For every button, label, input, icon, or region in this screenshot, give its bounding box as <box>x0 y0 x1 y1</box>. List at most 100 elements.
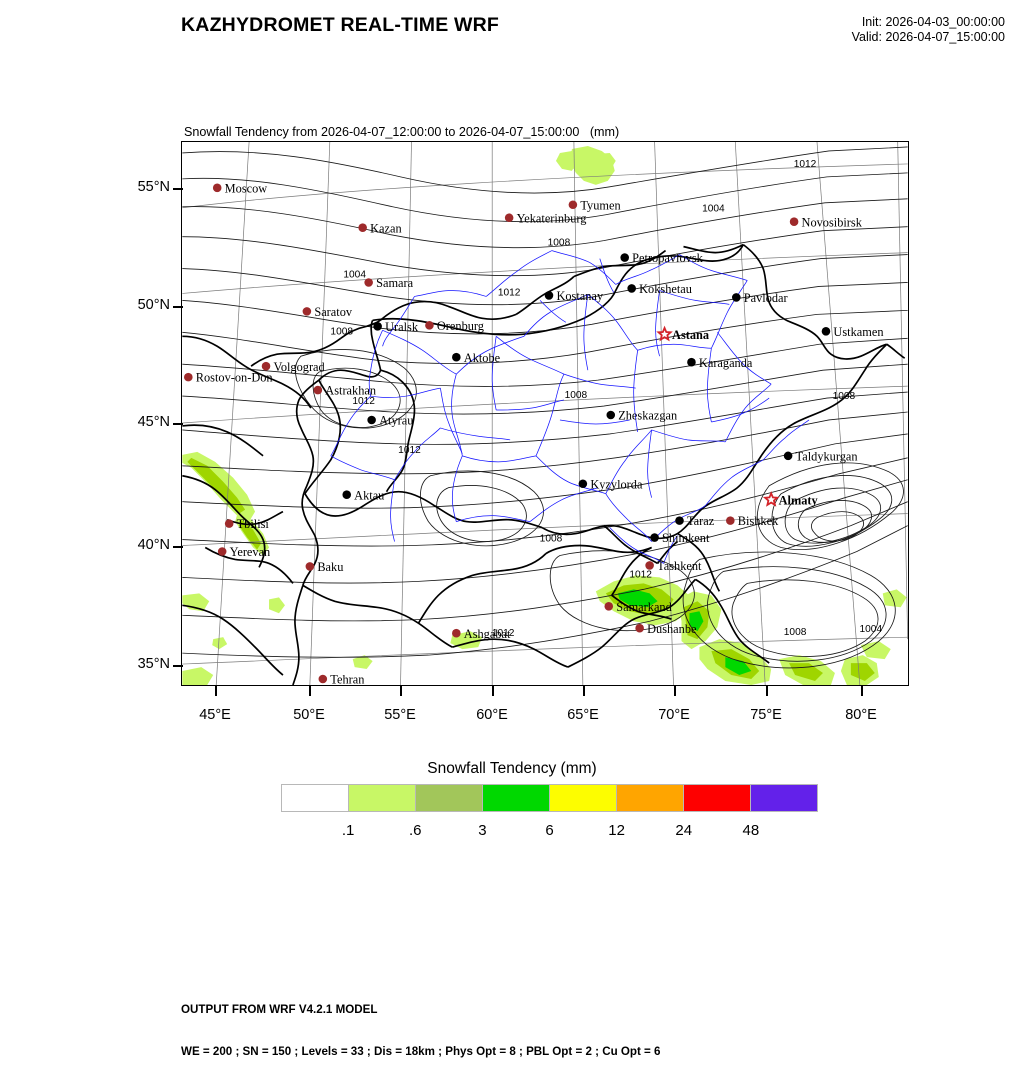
lon-tick-label: 55°E <box>384 707 416 723</box>
city-label: Taraz <box>687 514 715 528</box>
city-label: Novosibirsk <box>802 215 863 229</box>
city-marker-baku[interactable]: Baku <box>305 560 344 574</box>
city-label: Astrakhan <box>325 384 376 398</box>
lon-tick-mark <box>766 686 768 696</box>
city-label: Karaganda <box>699 356 753 370</box>
colorbar[interactable] <box>281 784 818 812</box>
city-marker-samara[interactable]: Samara <box>364 276 414 290</box>
colorbar-segment[interactable] <box>750 785 817 811</box>
city-label: Zheskazgan <box>618 409 677 423</box>
city-layer: Moscow Kazan Samara Saratov Rostov-on-DonVol… <box>184 181 884 685</box>
city-label: Astana <box>672 328 709 342</box>
city-dot-icon <box>687 357 696 367</box>
city-marker-ashgabat[interactable]: Ashgabat <box>452 627 511 641</box>
city-marker-saratov[interactable]: Saratov <box>302 305 353 319</box>
city-marker-kostanay[interactable]: Kostanay <box>544 289 604 303</box>
map-plot-area[interactable]: Moscow Kazan Samara Saratov Rostov-on-Don Vol… <box>181 141 909 686</box>
city-dot-icon <box>305 562 315 571</box>
colorbar-segment[interactable] <box>415 785 482 811</box>
graticule-layer <box>182 142 908 685</box>
city-dot-icon <box>568 200 578 210</box>
city-marker-dushanbe[interactable]: Dushanbe <box>635 622 697 636</box>
city-marker-almaty[interactable]: Almaty <box>762 490 819 507</box>
city-marker-petropavlovsk[interactable]: Petropavlovsk <box>620 251 704 265</box>
isobar-value-label: 1004 <box>860 624 883 635</box>
city-label: Aktau <box>354 488 384 502</box>
city-label: Ustkamen <box>833 325 883 339</box>
city-marker-aktobe[interactable]: Aktobe <box>452 351 501 365</box>
city-marker-ustkamen[interactable]: Ustkamen <box>821 325 884 339</box>
lon-tick-mark <box>861 686 863 696</box>
colorbar-segment[interactable] <box>482 785 549 811</box>
city-marker-atyrau[interactable]: Atyrau <box>367 414 413 428</box>
city-label: Tbilisi <box>237 517 270 531</box>
city-marker-astana[interactable]: Astana <box>656 325 709 342</box>
city-marker-karaganda[interactable]: Karaganda <box>687 356 753 370</box>
city-marker-shimkent[interactable]: Shimkent <box>650 531 710 545</box>
colorbar-segment[interactable] <box>348 785 415 811</box>
city-dot-icon <box>358 223 367 232</box>
colorbar-segment[interactable] <box>549 785 616 811</box>
lat-tick-label: 35°N <box>137 656 170 672</box>
capital-star-icon <box>762 490 780 507</box>
city-marker-tyumen[interactable]: Tyumen <box>568 198 621 212</box>
city-dot-icon <box>452 628 461 638</box>
lon-tick-label: 75°E <box>750 707 782 723</box>
city-marker-volgograd[interactable]: Volgograd <box>261 360 326 374</box>
city-label: Saratov <box>314 305 353 319</box>
city-label: Atyrau <box>379 414 413 428</box>
city-marker-orenburg[interactable]: Orenburg <box>425 319 484 333</box>
city-marker-tashkent[interactable]: Tashkent <box>645 559 702 573</box>
city-marker-astrakhan[interactable]: Astrakhan <box>313 384 376 398</box>
city-marker-tehran[interactable]: Tehran <box>318 673 365 685</box>
city-marker-moscow[interactable]: Moscow <box>212 181 268 195</box>
city-marker-taraz[interactable]: Taraz <box>675 514 715 528</box>
lon-tick-label: 60°E <box>476 707 508 723</box>
city-dot-icon <box>821 327 831 336</box>
colorbar-tick-labels: .1 .6 3 6 12 24 48 <box>281 822 818 846</box>
city-marker-rostov-on-don[interactable]: Rostov-on-Don <box>184 371 273 385</box>
city-marker-kyzylorda[interactable]: Kyzylorda <box>578 477 643 491</box>
colorbar-segment[interactable] <box>282 785 348 811</box>
city-marker-kazan[interactable]: Kazan <box>358 221 402 235</box>
map-canvas: Moscow Kazan Samara Saratov Rostov-on-DonVol… <box>182 142 908 685</box>
model-footer: OUTPUT FROM WRF V4.2.1 MODEL WE = 200 ; … <box>181 975 661 1073</box>
city-label: Bishkek <box>738 514 779 528</box>
city-label: Rostov-on-Don <box>196 371 273 385</box>
colorbar-tick-label: 24 <box>675 822 693 839</box>
colorbar-segment[interactable] <box>616 785 683 811</box>
lon-tick-label: 65°E <box>567 707 599 723</box>
city-marker-kokshetau[interactable]: Kokshetau <box>627 282 692 296</box>
colorbar-segment[interactable] <box>683 785 750 811</box>
city-dot-icon <box>425 321 434 330</box>
city-label: Aktobe <box>464 351 501 365</box>
city-marker-zheskazgan[interactable]: Zheskazgan <box>606 409 677 423</box>
city-marker-taldykurgan[interactable]: Taldykurgan <box>783 449 858 463</box>
lat-tick-mark <box>173 665 183 667</box>
lon-tick-mark <box>583 686 585 696</box>
isobar-value-label: 1012 <box>498 287 521 298</box>
city-marker-bishkek[interactable]: Bishkek <box>726 514 779 528</box>
city-marker-yekaterinburg[interactable]: Yekaterinburg <box>504 211 587 225</box>
city-label: Ashgabat <box>464 627 511 641</box>
city-label: Moscow <box>225 181 268 195</box>
city-label: Kazan <box>370 221 402 235</box>
city-marker-samarkand[interactable]: Samarkand <box>604 600 673 614</box>
city-marker-aktau[interactable]: Aktau <box>342 488 384 502</box>
city-marker-yerevan[interactable]: Yerevan <box>217 545 271 559</box>
city-marker-tbilisi[interactable]: Tbilisi <box>224 517 270 531</box>
lon-tick-label: 45°E <box>199 707 231 723</box>
city-marker-novosibirsk[interactable]: Novosibirsk <box>789 215 863 229</box>
colorbar-title: Snowfall Tendency (mm) <box>427 760 597 777</box>
isobar-value-label: 1012 <box>352 396 375 407</box>
city-label: Yerevan <box>230 545 271 559</box>
city-dot-icon <box>726 516 735 525</box>
city-marker-uralsk[interactable]: Uralsk <box>373 320 419 334</box>
city-marker-pavlodar[interactable]: Pavlodar <box>732 291 788 305</box>
lon-tick-mark <box>400 686 402 696</box>
lon-tick-mark <box>309 686 311 696</box>
footer-line-model: OUTPUT FROM WRF V4.2.1 MODEL <box>181 1003 378 1016</box>
capital-star-icon <box>656 325 673 342</box>
lat-tick-mark <box>173 546 183 548</box>
city-dot-icon <box>789 217 799 226</box>
